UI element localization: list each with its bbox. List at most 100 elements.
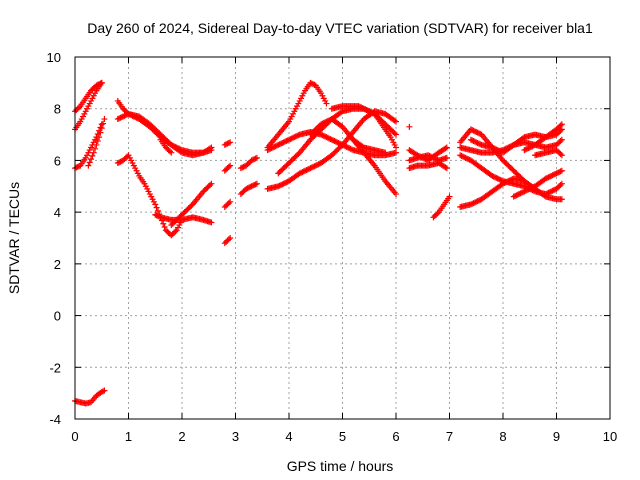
series-s24: [350, 136, 399, 198]
data-point: [328, 136, 335, 143]
data-point: [271, 143, 278, 150]
data-point: [280, 180, 287, 187]
data-point: [283, 138, 290, 145]
x-tick-label: 10: [603, 429, 617, 444]
data-point: [298, 169, 305, 176]
data-point: [308, 80, 315, 87]
data-point: [322, 133, 329, 140]
series-s8: [114, 152, 185, 239]
data-point: [273, 142, 280, 149]
data-point: [116, 159, 123, 166]
data-point: [367, 108, 374, 115]
series-s11: [157, 136, 175, 156]
data-point: [358, 104, 365, 111]
data-point: [272, 143, 279, 150]
data-point: [497, 176, 504, 183]
series-s18: [264, 79, 330, 151]
data-point: [425, 152, 432, 159]
data-point: [542, 191, 549, 198]
series-s19: [264, 128, 399, 159]
data-point: [121, 112, 128, 119]
data-point: [307, 165, 314, 172]
data-point: [253, 154, 260, 161]
data-point: [558, 152, 565, 159]
y-tick-label: 0: [54, 309, 61, 324]
data-points: [72, 79, 565, 407]
data-point: [225, 139, 232, 146]
data-point: [557, 122, 564, 129]
chart-title: Day 260 of 2024, Sidereal Day-to-day VTE…: [87, 20, 593, 36]
data-point: [227, 162, 234, 169]
data-point: [366, 108, 373, 115]
data-point: [348, 146, 355, 153]
data-point: [311, 163, 318, 170]
series-s10: [168, 180, 215, 229]
data-point: [525, 145, 532, 152]
data-point: [506, 177, 513, 184]
data-point: [177, 148, 184, 155]
data-point: [98, 125, 105, 132]
data-point: [459, 153, 466, 160]
data-point: [243, 185, 250, 192]
data-point: [240, 163, 247, 170]
data-point: [277, 140, 284, 147]
data-point: [558, 167, 565, 174]
data-point: [221, 141, 228, 148]
data-point: [553, 170, 560, 177]
data-point: [303, 167, 310, 174]
data-point: [330, 137, 337, 144]
data-point: [489, 144, 496, 151]
data-point: [98, 388, 105, 395]
data-point: [292, 133, 299, 140]
data-point: [306, 165, 313, 172]
data-point: [529, 184, 536, 191]
data-point: [310, 81, 317, 88]
data-point: [251, 156, 258, 163]
data-point: [312, 162, 319, 169]
y-tick-label: 6: [54, 153, 61, 168]
data-point: [546, 189, 553, 196]
data-point: [393, 191, 399, 198]
data-point: [558, 136, 565, 143]
series-s14: [221, 162, 234, 174]
data-point: [300, 168, 307, 175]
y-tick-label: -4: [49, 412, 61, 427]
data-point: [252, 155, 259, 162]
series-s15: [221, 139, 234, 148]
data-point: [114, 116, 121, 123]
series-s7: [114, 110, 215, 159]
data-point: [475, 197, 482, 204]
data-point: [419, 154, 426, 161]
data-point: [331, 138, 338, 145]
data-point: [368, 109, 375, 116]
data-point: [101, 387, 108, 394]
data-point: [514, 191, 521, 198]
data-point: [516, 191, 523, 198]
data-point: [153, 212, 160, 219]
data-point: [558, 121, 565, 128]
data-point: [268, 145, 275, 152]
data-point: [284, 137, 291, 144]
data-point: [152, 201, 159, 208]
data-point: [491, 145, 498, 152]
data-point: [520, 135, 527, 142]
data-point: [161, 224, 168, 231]
data-point: [85, 162, 92, 169]
data-point: [360, 105, 367, 112]
y-tick-label: 2: [54, 257, 61, 272]
data-point: [393, 131, 399, 138]
data-point: [471, 138, 478, 145]
data-point: [556, 169, 563, 176]
data-point: [545, 189, 552, 196]
data-point: [227, 139, 234, 146]
series-s32: [457, 175, 528, 210]
data-point: [323, 118, 330, 125]
data-point: [557, 138, 564, 145]
data-point: [363, 107, 370, 114]
data-point: [223, 141, 230, 148]
data-point: [356, 103, 363, 110]
data-point: [280, 139, 287, 146]
data-point: [269, 144, 276, 151]
data-point: [474, 198, 481, 205]
data-point: [245, 184, 252, 191]
